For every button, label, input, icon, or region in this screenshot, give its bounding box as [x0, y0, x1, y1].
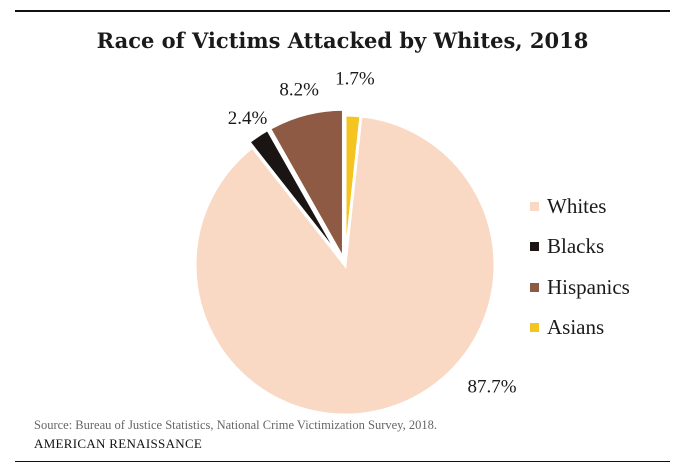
brand-name: AMERICAN RENAISSANCE [34, 436, 203, 451]
value-label-asians: 1.7% [335, 69, 375, 90]
source-note: Source: Bureau of Justice Statistics, Na… [34, 418, 437, 432]
chart-title: Race of Victims Attacked by Whites, 2018 [96, 28, 589, 53]
bottom-rule [15, 461, 670, 462]
legend-item-blacks: Blacks [530, 227, 630, 268]
legend-label-asians: Asians [547, 315, 605, 340]
slice-blacks [246, 127, 343, 261]
legend-swatch-whites [530, 201, 539, 211]
legend-label-blacks: Blacks [547, 234, 605, 259]
value-label-hispanics: 8.2% [279, 79, 319, 100]
chart-legend: Whites Blacks Hispanics Asians [530, 186, 630, 348]
top-rule [15, 10, 670, 12]
legend-label-whites: Whites [547, 193, 607, 218]
legend-swatch-hispanics [530, 282, 539, 292]
pie-slices [193, 107, 497, 417]
legend-label-hispanics: Hispanics [547, 274, 630, 299]
value-label-whites: 87.7% [467, 376, 516, 397]
legend-swatch-asians [530, 323, 539, 333]
slice-hispanics [267, 107, 345, 265]
legend-item-hispanics: Hispanics [530, 267, 630, 308]
pie-value-labels: 1.7% 87.7% 2.4% 8.2% [228, 69, 517, 398]
legend-item-whites: Whites [530, 186, 630, 227]
slice-whites [193, 114, 497, 417]
legend-swatch-blacks [530, 242, 539, 252]
value-label-blacks: 2.4% [228, 108, 268, 129]
legend-item-asians: Asians [530, 308, 630, 349]
